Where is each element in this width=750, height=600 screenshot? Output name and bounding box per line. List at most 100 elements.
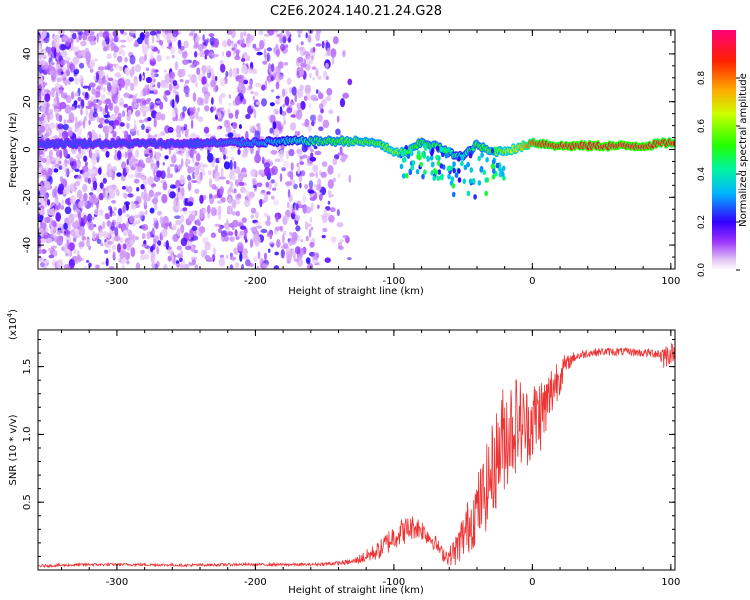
spectrogram-noise-blob (117, 34, 121, 44)
spectrogram-noise-blob (114, 226, 119, 237)
spectrogram-noise-blob (254, 47, 261, 52)
spectrogram-noise-blob (256, 51, 263, 56)
spectrogram-scatter-cell (421, 173, 425, 180)
spectrogram-noise-blob (46, 103, 49, 108)
spectrogram-noise-blob (157, 210, 162, 216)
spectrogram-noise-blob (70, 106, 75, 111)
spectrogram-noise-blob (114, 72, 122, 78)
spectrogram-noise-blob (328, 109, 334, 115)
spectrogram-scatter-cell (471, 178, 476, 184)
spectrogram-noise-blob (263, 212, 269, 218)
spectrogram-noise-blob (47, 108, 54, 115)
spectrogram-field (38, 30, 675, 269)
spectrogram-noise-blob (171, 154, 177, 164)
spectrogram-noise-blob (255, 101, 261, 106)
spectrogram-noise-blob (227, 38, 232, 47)
spectrogram-noise-blob (97, 123, 104, 129)
spectrogram-noise-blob (317, 114, 323, 123)
spectrogram-noise-blob (236, 242, 244, 252)
spectrogram-noise-blob (252, 43, 257, 49)
spectrogram-noise-blob (186, 128, 190, 133)
spectrogram-noise-blob (125, 68, 130, 77)
spectrogram-noise-blob (68, 77, 74, 82)
spectrogram-noise-blob (85, 92, 89, 99)
spectrogram-noise-blob (342, 50, 346, 58)
spectrogram-noise-blob (220, 167, 224, 178)
figure-title: C2E6.2024.140.21.24.G28 (270, 4, 442, 19)
spectrogram-noise-blob (129, 54, 136, 65)
spectrogram-noise-blob (136, 166, 143, 173)
spectrogram-noise-blob (233, 160, 237, 170)
spectrogram-scatter-cell (447, 173, 451, 180)
spectrogram-noise-blob (204, 245, 211, 249)
spectrogram-scatter-cell (452, 167, 457, 174)
spectrogram-noise-blob (170, 46, 176, 54)
spectrogram-noise-blob (72, 214, 79, 218)
spectrogram-noise-blob (214, 223, 221, 227)
spectrogram-noise-blob (74, 116, 78, 123)
spectrogram-noise-blob (245, 239, 248, 243)
spectrogram-noise-blob (326, 88, 333, 96)
spectrogram-noise-blob (64, 206, 72, 215)
spectrogram-noise-blob (55, 212, 61, 222)
spectrogram-noise-blob (183, 50, 188, 57)
spectrogram-xlabel: Height of straight line (km) (288, 286, 424, 297)
spectrogram-noise-blob (83, 192, 88, 202)
spectrogram-noise-blob (96, 32, 99, 43)
spectrogram-noise-blob (51, 87, 55, 98)
spectrogram-noise-blob (239, 252, 243, 262)
spectrogram-noise-blob (191, 180, 198, 184)
spectrogram-noise-blob (98, 134, 102, 139)
spectrogram-noise-blob (126, 35, 133, 43)
spectrogram-noise-blob (51, 73, 57, 83)
spectrogram-noise-blob (313, 145, 318, 150)
spectrogram-noise-blob (206, 204, 211, 214)
spectrogram-scatter-cell (468, 152, 473, 159)
spectrogram-noise-blob (172, 80, 178, 87)
spectrogram-noise-blob (211, 97, 214, 105)
spectrogram-noise-blob (54, 82, 61, 89)
spectrogram-scatter-cell (409, 148, 413, 154)
spectrogram-noise-blob (156, 246, 160, 255)
spectrogram-noise-blob (296, 44, 299, 52)
spectrogram-scatter-cell (484, 190, 489, 197)
spectrogram-noise-blob (123, 92, 130, 98)
spectrogram-noise-blob (321, 40, 325, 49)
spectrogram-scatter-cell (411, 160, 416, 166)
spectrogram-noise-blob (106, 169, 113, 178)
spectrogram-noise-blob (318, 126, 324, 131)
spectrogram-noise-blob (202, 34, 205, 42)
spectrogram-noise-blob (47, 237, 53, 243)
spectrogram-noise-blob (279, 225, 284, 232)
spectrogram-noise-blob (290, 162, 294, 171)
spectrogram-noise-blob (189, 76, 194, 83)
spectrogram-noise-blob (218, 156, 222, 162)
spectrogram-noise-blob (47, 167, 53, 177)
spectrogram-noise-blob (239, 230, 246, 236)
spectrogram-noise-blob (73, 100, 78, 106)
spectrogram-noise-blob (73, 228, 78, 232)
spectrogram-noise-blob (219, 254, 225, 258)
spectrogram-noise-blob (283, 242, 289, 249)
spectrogram-noise-blob (72, 236, 77, 243)
spectrogram-noise-blob (321, 215, 328, 223)
spectrogram-scatter-cell (447, 146, 451, 153)
spectrogram-noise-blob (299, 182, 302, 189)
spectrogram-noise-blob (342, 234, 349, 239)
spectrogram-noise-blob (83, 155, 88, 162)
spectrogram-noise-blob (336, 115, 340, 123)
spectrogram-noise-blob (45, 184, 50, 189)
spectrogram-noise-blob (312, 77, 315, 81)
spectrogram-noise-blob (147, 133, 151, 140)
spectrogram-noise-blob (223, 154, 226, 160)
spectrogram-noise-blob (75, 203, 79, 213)
spectrogram-noise-blob (272, 187, 277, 191)
spectrogram-noise-blob (157, 81, 161, 89)
spectrogram-noise-blob (97, 195, 100, 203)
spectrogram-noise-blob (241, 263, 244, 269)
spectrogram-noise-blob (207, 152, 214, 163)
spectrogram-scatter-cell (401, 157, 406, 163)
spectrogram-noise-blob (266, 52, 270, 63)
spectrogram-noise-blob (309, 72, 312, 79)
